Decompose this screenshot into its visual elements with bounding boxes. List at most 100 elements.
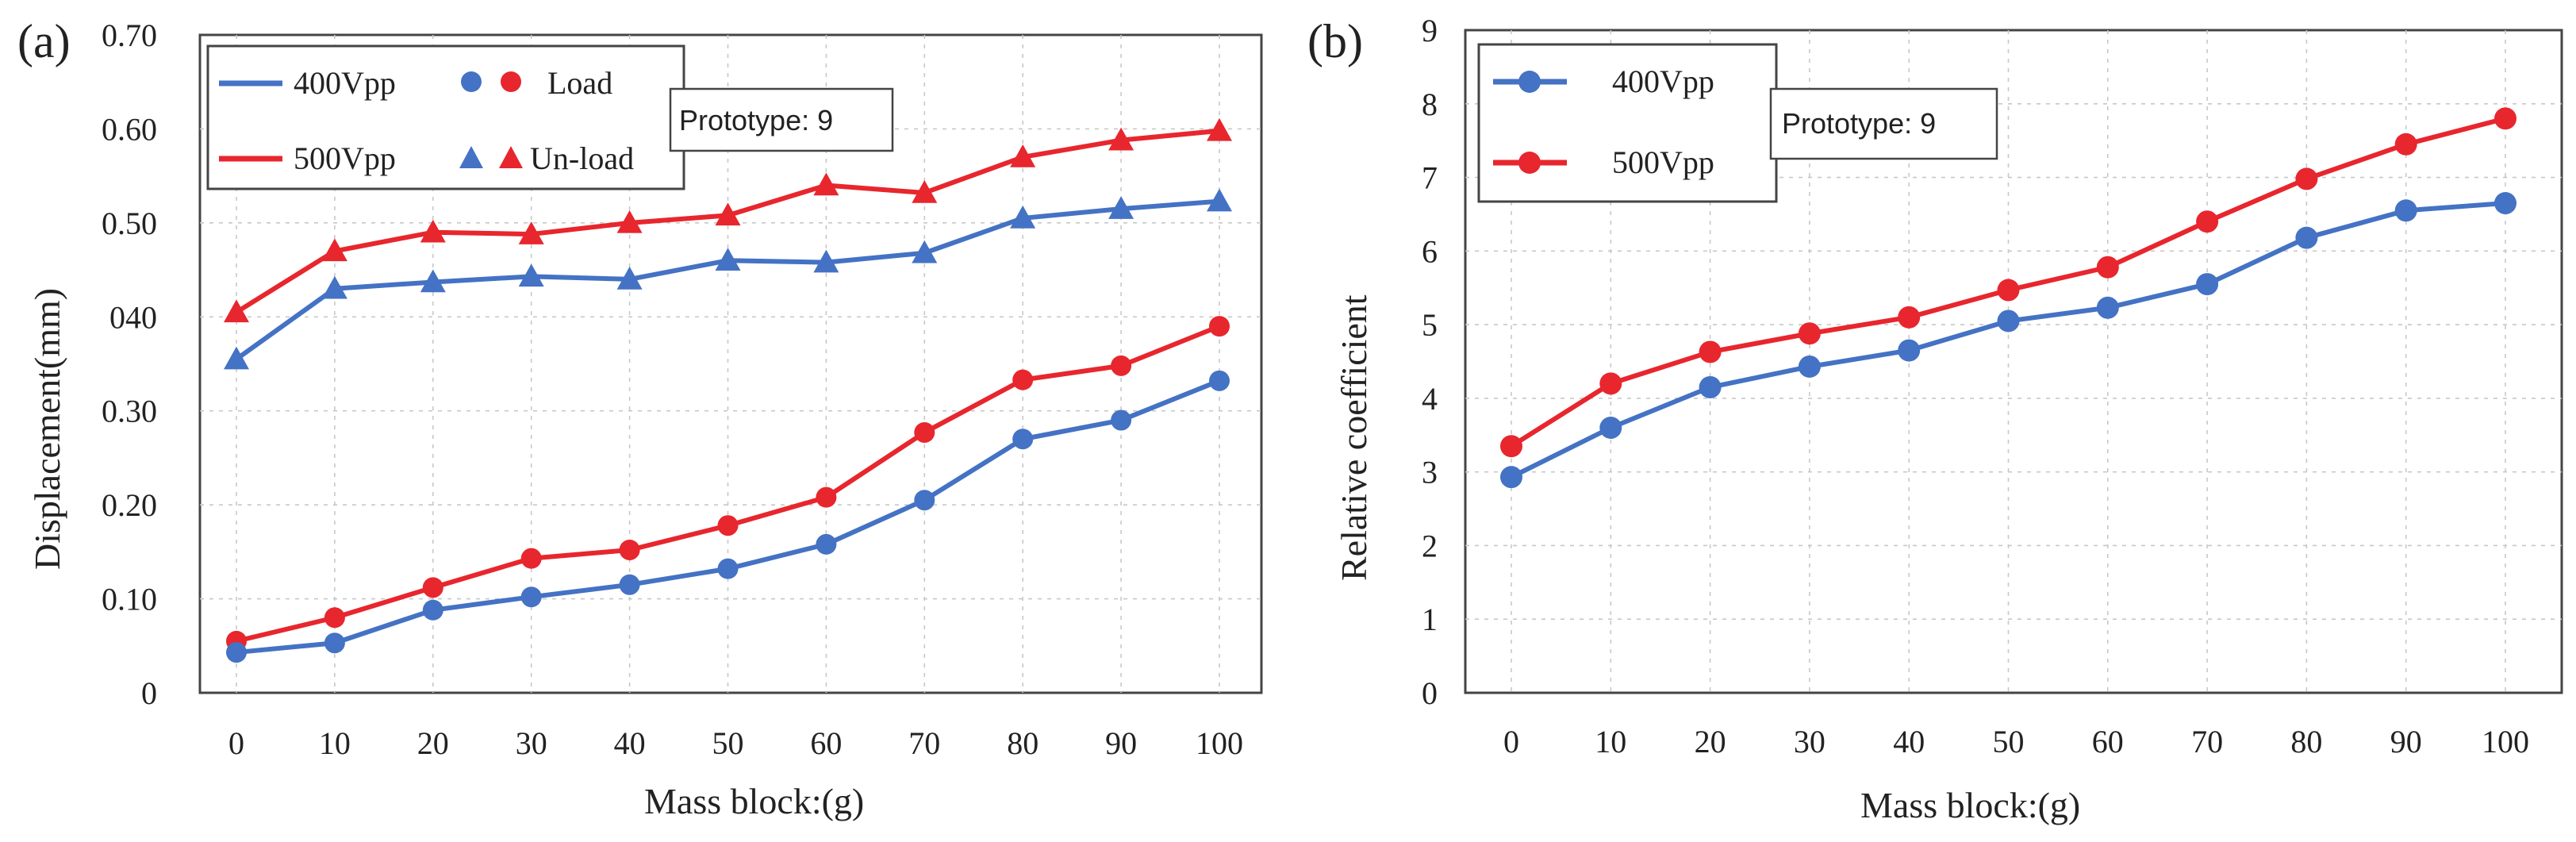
panel-b-prototype-box bbox=[1769, 87, 1998, 160]
data-point-500vpp-un-load bbox=[1010, 144, 1036, 167]
data-point-500vpp-load bbox=[324, 607, 345, 629]
panel-b-y-tick-label: 1 bbox=[1422, 602, 1438, 637]
data-point-400vpp bbox=[1599, 417, 1622, 439]
panel-b-y-tick-label: 9 bbox=[1422, 13, 1438, 48]
data-point-400vpp bbox=[2096, 296, 2119, 319]
data-point-400vpp-un-load bbox=[616, 266, 643, 290]
data-point-500vpp-un-load bbox=[912, 179, 938, 203]
panel-b-label: (b) bbox=[1307, 15, 1363, 67]
data-point-400vpp bbox=[2494, 192, 2516, 215]
data-point-500vpp-un-load bbox=[1207, 117, 1232, 141]
data-point-500vpp bbox=[2394, 133, 2417, 156]
data-point-500vpp bbox=[1997, 279, 2020, 302]
data-point-500vpp-un-load bbox=[813, 172, 839, 196]
panel-a-plot-frame bbox=[198, 33, 1263, 694]
panel-a-prototype-annotation: Prototype: 9 bbox=[679, 104, 833, 136]
data-point-400vpp-un-load bbox=[518, 263, 544, 287]
data-point-400vpp-load bbox=[422, 599, 443, 621]
data-point-400vpp bbox=[2196, 273, 2219, 296]
data-point-400vpp-load bbox=[914, 490, 935, 511]
panel-a-y-axis-title: Displacement(mm) bbox=[27, 288, 67, 570]
data-point-400vpp-load bbox=[816, 533, 837, 555]
data-point-400vpp-load bbox=[619, 574, 640, 595]
data-point-400vpp bbox=[1798, 355, 1821, 378]
panel-a-y-tick-label: 0.50 bbox=[102, 206, 157, 241]
legend-unload-red-triangle bbox=[499, 146, 523, 168]
panel-b-legend-box bbox=[1477, 43, 1778, 203]
data-point-500vpp-un-load bbox=[321, 238, 347, 262]
data-point-500vpp bbox=[1699, 340, 1722, 363]
data-point-500vpp-load bbox=[1111, 355, 1132, 376]
panel-b-y-ticks: 0 1 2 3 4 5 6 7 8 9 bbox=[1422, 13, 1438, 711]
legend-b-400vpp-circle bbox=[1518, 71, 1541, 93]
panel-b-x-ticks: 0 10 20 30 40 50 60 70 80 90 100 bbox=[1503, 724, 2529, 759]
data-point-400vpp-un-load bbox=[321, 275, 347, 299]
data-point-500vpp bbox=[1898, 306, 1921, 329]
data-point-400vpp-un-load bbox=[912, 240, 938, 263]
panel-a-x-tick-label: 50 bbox=[712, 725, 744, 761]
panel-a-y-tick-label: 040 bbox=[109, 299, 157, 335]
panel-b-x-tick-label: 50 bbox=[1993, 724, 2025, 759]
data-point-500vpp-un-load bbox=[224, 299, 249, 323]
legend-load-label: Load bbox=[547, 65, 612, 101]
panel-b-y-tick-label: 6 bbox=[1422, 233, 1438, 269]
panel-b-x-tick-label: 30 bbox=[1794, 724, 1825, 759]
data-point-400vpp-un-load bbox=[1108, 196, 1134, 219]
data-point-500vpp-load bbox=[816, 486, 837, 508]
data-point-500vpp bbox=[1798, 322, 1821, 345]
legend-400vpp-label: 400Vpp bbox=[294, 65, 396, 101]
data-point-400vpp bbox=[2295, 226, 2318, 249]
data-point-400vpp-un-load bbox=[224, 346, 249, 370]
panel-a-y-tick-label: 0.60 bbox=[102, 111, 157, 147]
panel-a-x-ticks: 0 10 20 30 40 50 60 70 80 90 100 bbox=[228, 725, 1243, 761]
panel-b-x-tick-label: 10 bbox=[1595, 724, 1626, 759]
data-point-400vpp-un-load bbox=[813, 249, 839, 273]
panel-a-x-tick-label: 80 bbox=[1007, 725, 1038, 761]
panel-b-x-tick-label: 60 bbox=[2092, 724, 2124, 759]
data-point-500vpp-load bbox=[717, 515, 739, 536]
panel-b: (b) 0 1 2 3 4 5 6 7 8 9 0 10 20 30 40 50 60 70 80 90 100 Ma… bbox=[1307, 13, 2563, 825]
panel-a-label: (a) bbox=[17, 15, 71, 67]
data-point-400vpp bbox=[2394, 199, 2417, 222]
data-point-400vpp bbox=[1500, 466, 1522, 489]
panel-b-x-tick-label: 20 bbox=[1695, 724, 1726, 759]
panel-a-y-tick-label: 0 bbox=[141, 675, 157, 711]
panel-a: (a) 0 0.10 0.20 0.30 040 0.50 0.60 0.70 0 10 20 30… bbox=[17, 15, 1263, 821]
panel-a-prototype-box bbox=[669, 87, 894, 152]
panel-a-x-tick-label: 0 bbox=[228, 725, 244, 761]
data-point-500vpp-un-load bbox=[420, 219, 446, 243]
legend-b-500vpp-label: 500Vpp bbox=[1612, 144, 1714, 180]
panel-b-x-tick-label: 80 bbox=[2290, 724, 2322, 759]
data-point-400vpp-load bbox=[226, 642, 247, 663]
panel-b-y-axis-title: Relative coefficient bbox=[1334, 294, 1374, 581]
panel-a-y-ticks: 0 0.10 0.20 0.30 040 0.50 0.60 0.70 bbox=[102, 17, 157, 711]
panel-b-series bbox=[1500, 107, 2516, 489]
panel-b-y-tick-label: 5 bbox=[1422, 307, 1438, 343]
legend-b-500vpp-circle bbox=[1518, 152, 1541, 174]
panel-b-plot-frame bbox=[1464, 29, 2563, 694]
data-point-400vpp-un-load bbox=[1010, 205, 1036, 229]
panel-a-x-tick-label: 40 bbox=[614, 725, 646, 761]
panel-a-x-tick-label: 90 bbox=[1105, 725, 1137, 761]
panel-a-x-tick-label: 100 bbox=[1196, 725, 1243, 761]
panel-a-y-tick-label: 0.70 bbox=[102, 17, 157, 53]
series-line-400vpp bbox=[1510, 201, 2506, 479]
data-point-500vpp-load bbox=[619, 539, 640, 560]
data-point-400vpp-load bbox=[324, 632, 345, 654]
data-point-400vpp-load bbox=[520, 586, 542, 608]
panel-b-x-tick-label: 100 bbox=[2482, 724, 2529, 759]
panel-b-x-tick-label: 0 bbox=[1503, 724, 1519, 759]
panel-b-y-tick-label: 2 bbox=[1422, 528, 1438, 563]
data-point-400vpp-un-load bbox=[715, 248, 741, 271]
panel-a-x-tick-label: 30 bbox=[516, 725, 547, 761]
data-point-500vpp bbox=[2494, 107, 2516, 130]
legend-b-400vpp-label: 400Vpp bbox=[1612, 63, 1714, 99]
panel-a-x-tick-label: 20 bbox=[417, 725, 449, 761]
legend-load-blue-circle bbox=[461, 71, 482, 92]
panel-a-x-tick-label: 10 bbox=[319, 725, 351, 761]
data-point-500vpp-un-load bbox=[616, 210, 643, 233]
panel-b-y-tick-label: 8 bbox=[1422, 87, 1438, 122]
data-point-500vpp bbox=[2096, 256, 2119, 279]
data-point-500vpp-load bbox=[422, 577, 443, 598]
